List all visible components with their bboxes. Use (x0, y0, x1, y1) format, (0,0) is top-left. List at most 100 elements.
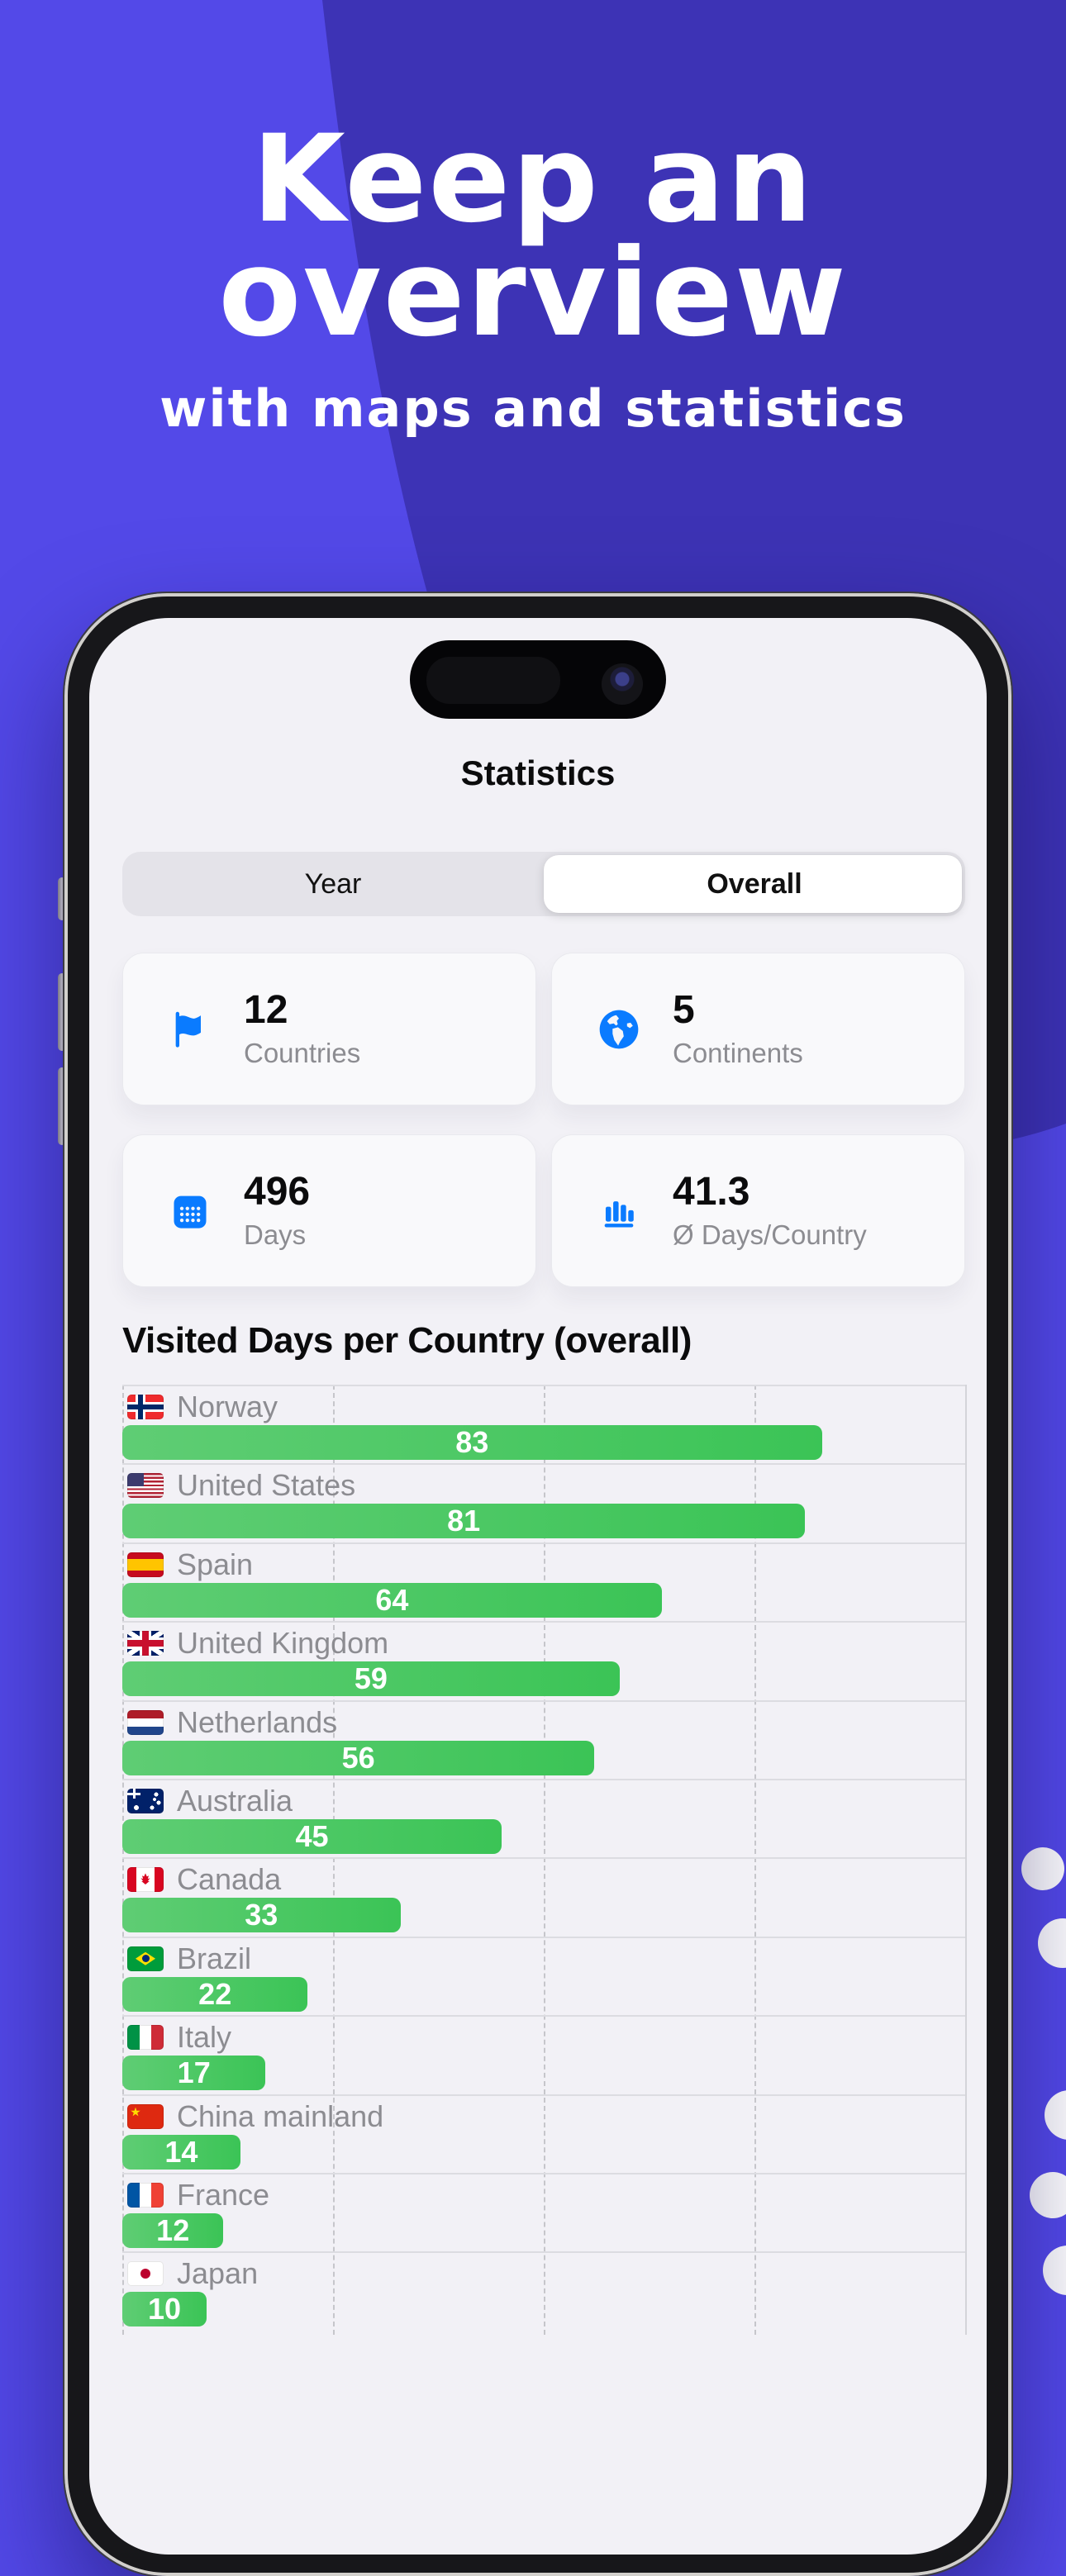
stat-label: Countries (244, 1038, 361, 1069)
chart-row: Brazil 22 (122, 1936, 965, 2015)
flag-ca-icon (127, 1867, 164, 1893)
chart-bar: 45 (122, 1818, 502, 1854)
flag-it-icon (127, 2025, 164, 2051)
country-name: Spain (177, 1547, 254, 1581)
volume-down-button (58, 1067, 66, 1145)
chart-row-label: Netherlands (122, 1704, 965, 1739)
flag-br-icon (127, 1946, 164, 1971)
decor-dot (1030, 2172, 1066, 2218)
phone-screen: Statistics Year Overall 12 Countries 5 Cont… (89, 618, 987, 2555)
chart-row-label: Brazil (122, 1941, 965, 1975)
country-name: Italy (177, 2020, 232, 2055)
stat-value: 5 (673, 987, 695, 1032)
chart-row: Japan 10 (122, 2251, 965, 2330)
stat-label: Continents (673, 1038, 803, 1069)
stat-label: Ø Days/Country (673, 1219, 867, 1251)
flag-us-icon (127, 1473, 164, 1499)
chart-row-label: Australia (122, 1784, 965, 1818)
flag-icon (166, 1008, 214, 1051)
hero-subtitle: with maps and statistics (159, 378, 907, 439)
volume-up-button (58, 973, 66, 1051)
chart-row: France 12 (122, 2172, 965, 2251)
country-name: France (177, 2177, 270, 2212)
flag-jp-icon (127, 2261, 164, 2287)
chart-bar-value: 33 (245, 1898, 278, 1932)
chart-row: Spain 64 (122, 1542, 965, 1621)
chart-bar: 10 (122, 2292, 207, 2327)
hero: Keep an overview with maps and statistics (0, 0, 1066, 439)
chart-bar: 22 (122, 1976, 308, 2012)
dynamic-island (410, 640, 666, 719)
chart-row: Canada 33 (122, 1857, 965, 1936)
chart-row: United States 81 (122, 1463, 965, 1542)
hero-title: Keep an overview (0, 119, 1066, 354)
country-name: Netherlands (177, 1704, 338, 1739)
action-button (58, 877, 66, 920)
chart-row-label: France (122, 2177, 965, 2212)
bar-chart-icon (595, 1190, 643, 1233)
chart-row: United Kingdom 59 (122, 1621, 965, 1699)
camera-icon (602, 663, 643, 705)
chart-row: Norway 83 (122, 1385, 965, 1463)
country-name: Canada (177, 1862, 282, 1897)
chart-row-label: Spain (122, 1547, 965, 1581)
country-name: Norway (177, 1390, 278, 1423)
calendar-icon (166, 1190, 214, 1233)
chart-row-label: Italy (122, 2020, 965, 2055)
stat-value: 496 (244, 1169, 311, 1214)
visited-days-chart: Norway 83 United States 81 Spain 64 United Kin… (122, 1385, 967, 2335)
flag-gb-icon (127, 1631, 164, 1656)
chart-title: Visited Days per Country (overall) (122, 1320, 692, 1361)
stat-card-days: 496 Days (122, 1134, 536, 1287)
chart-gridline (333, 1385, 335, 2335)
stat-cards: 12 Countries 5 Continents 496 Days 41.3 Ø Days/… (122, 953, 965, 1287)
chart-bar-value: 64 (375, 1582, 409, 1617)
country-name: Brazil (177, 1941, 252, 1975)
chart-gridline (122, 1385, 124, 2335)
flag-nl-icon (127, 1709, 164, 1735)
chart-row: China mainland 14 (122, 2094, 965, 2173)
chart-bar: 81 (122, 1504, 806, 1539)
island-sensor-area (426, 657, 560, 704)
segmented-selected-thumb (544, 855, 962, 913)
country-name: United Kingdom (177, 1626, 389, 1661)
chart-bar-value: 22 (198, 1976, 232, 2011)
chart-bar: 64 (122, 1582, 662, 1618)
segmented-control[interactable]: Year Overall (122, 852, 965, 916)
chart-gridline (544, 1385, 545, 2335)
chart-bar: 59 (122, 1661, 620, 1697)
chart-bar-value: 83 (455, 1425, 489, 1459)
tab-year[interactable]: Year (304, 867, 362, 900)
country-name: Japan (177, 2256, 259, 2291)
flag-au-icon (127, 1788, 164, 1813)
chart-bar: 12 (122, 2212, 224, 2248)
country-name: United States (177, 1468, 356, 1503)
chart-row-label: Japan (122, 2256, 965, 2291)
chart-bar: 17 (122, 2056, 266, 2091)
chart-bar-value: 59 (354, 1661, 388, 1696)
phone-mockup: Statistics Year Overall 12 Countries 5 Cont… (63, 592, 1013, 2576)
flag-fr-icon (127, 2182, 164, 2208)
globe-icon (595, 1006, 643, 1053)
hero-title-line1: Keep an (251, 109, 815, 250)
chart-row: Netherlands 56 (122, 1699, 965, 1779)
chart-bar-value: 12 (156, 2212, 190, 2247)
chart-row-label: China mainland (122, 2098, 965, 2133)
decor-dot (1021, 1847, 1064, 1890)
chart-bar: 83 (122, 1425, 822, 1460)
stat-card-countries: 12 Countries (122, 953, 536, 1105)
flag-cn-icon (127, 2103, 164, 2129)
chart-bar: 33 (122, 1898, 401, 1933)
chart-bar-value: 56 (341, 1740, 375, 1775)
chart-bar-value: 45 (295, 1818, 329, 1853)
chart-bar-value: 81 (447, 1504, 481, 1538)
chart-row-label: United States (122, 1468, 965, 1503)
flag-es-icon (127, 1552, 164, 1577)
stat-value: 41.3 (673, 1169, 750, 1214)
chart-bar-value: 14 (164, 2134, 198, 2169)
chart-bar-value: 17 (177, 2056, 211, 2090)
country-name: China mainland (177, 2098, 384, 2133)
tab-overall[interactable]: Overall (707, 867, 802, 900)
stat-card-continents: 5 Continents (551, 953, 965, 1105)
chart-gridline (965, 1385, 967, 2335)
